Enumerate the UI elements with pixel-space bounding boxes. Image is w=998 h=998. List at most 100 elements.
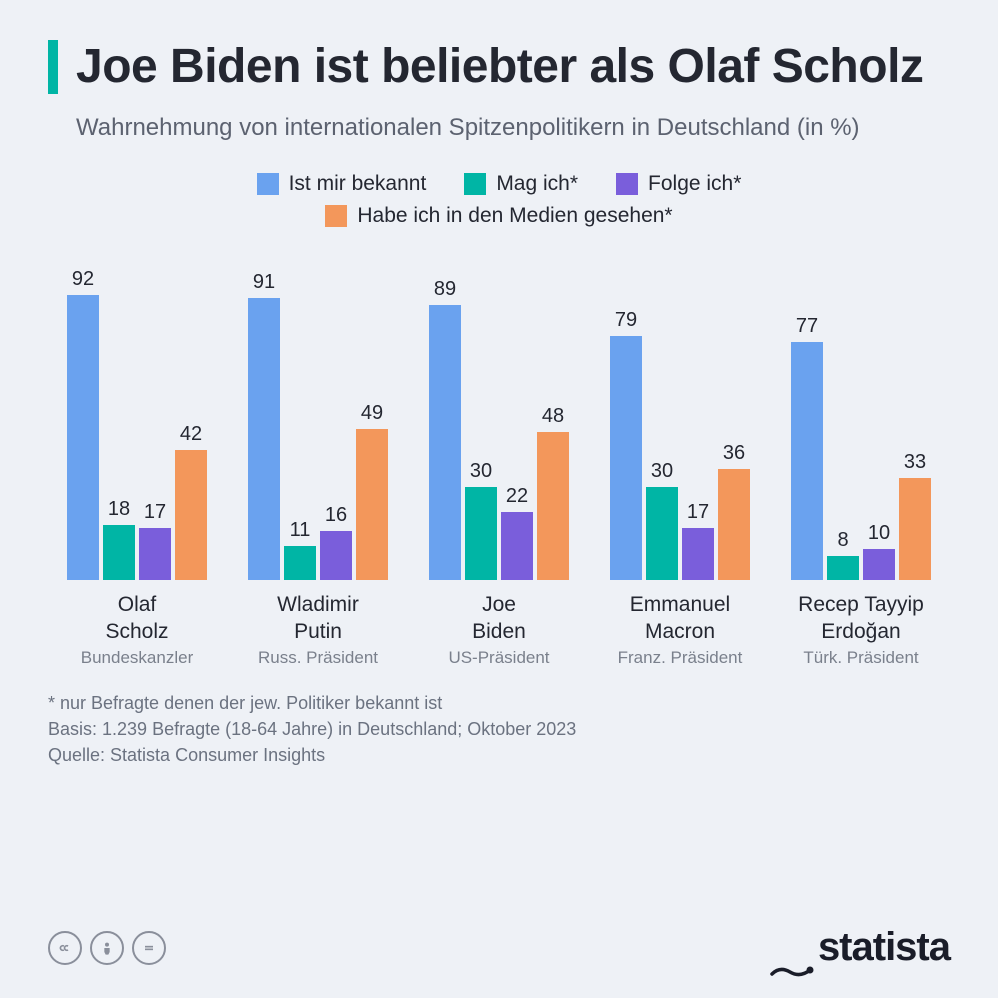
bar-rect: [67, 295, 99, 580]
bar-rect: [827, 556, 859, 581]
bar-rect: [356, 429, 388, 581]
category-role: Franz. Präsident: [618, 647, 743, 668]
category-name: EmmanuelMacron: [618, 592, 743, 645]
bar: 8: [827, 529, 859, 581]
bar-value-label: 48: [542, 405, 564, 428]
bar-rect: [248, 298, 280, 580]
footer: statista: [48, 925, 950, 970]
legend-label: Mag ich*: [496, 172, 578, 196]
bar-value-label: 89: [434, 278, 456, 301]
bar-value-label: 77: [796, 315, 818, 338]
category-label: OlafScholzBundeskanzler: [81, 592, 193, 668]
legend-label: Ist mir bekannt: [289, 172, 427, 196]
bar-rect: [320, 531, 352, 581]
bar-chart: 92 18 17 42 OlafScholzBundeskanzler 91111649 W…: [48, 248, 950, 668]
category-label: Recep TayyipErdoğanTürk. Präsident: [798, 592, 924, 668]
bar-rect: [863, 549, 895, 580]
bar: 30: [646, 460, 678, 580]
bar-value-label: 42: [180, 423, 202, 446]
category-name: WladimirPutin: [258, 592, 378, 645]
bar-group: 79 30 17 36: [595, 248, 765, 580]
bar-value-label: 22: [506, 485, 528, 508]
bar-rect: [899, 478, 931, 580]
bar: 79: [610, 309, 642, 581]
bar-value-label: 79: [615, 309, 637, 332]
bar: 10: [863, 522, 895, 580]
legend-swatch: [616, 173, 638, 195]
bar: 42: [175, 423, 207, 580]
category-label: WladimirPutinRuss. Präsident: [258, 592, 378, 668]
subtitle: Wahrnehmung von internationalen Spitzenp…: [76, 112, 950, 144]
legend-item: Folge ich*: [616, 172, 741, 196]
bar-value-label: 18: [108, 498, 130, 521]
page-title: Joe Biden ist beliebter als Olaf Scholz: [76, 40, 923, 94]
footnote-line: * nur Befragte denen der jew. Politiker …: [48, 690, 950, 716]
bar-rect: [465, 487, 497, 580]
legend-item: Habe ich in den Medien gesehen*: [325, 204, 672, 228]
bar-rect: [103, 525, 135, 581]
cc-icon: [48, 931, 82, 965]
bar-rect: [284, 546, 316, 580]
bar-value-label: 92: [72, 268, 94, 291]
infographic-container: Joe Biden ist beliebter als Olaf Scholz …: [0, 0, 998, 998]
bar: 33: [899, 451, 931, 580]
bar: 17: [682, 501, 714, 581]
bar: 22: [501, 485, 533, 580]
brand-wave-icon: [770, 943, 814, 953]
legend-item: Mag ich*: [464, 172, 578, 196]
bar-value-label: 36: [723, 442, 745, 465]
bar: 48: [537, 405, 569, 581]
bar-value-label: 17: [144, 501, 166, 524]
bar: 17: [139, 501, 171, 581]
bar-value-label: 10: [868, 522, 890, 545]
bar-rect: [429, 305, 461, 581]
bar-value-label: 30: [651, 460, 673, 483]
legend-swatch: [464, 173, 486, 195]
bar-value-label: 17: [687, 501, 709, 524]
category-name: OlafScholz: [81, 592, 193, 645]
bar: 30: [465, 460, 497, 580]
category-name: Recep TayyipErdoğan: [798, 592, 924, 645]
brand-text: statista: [818, 925, 950, 970]
bar: 18: [103, 498, 135, 581]
bar-group: 91111649: [233, 248, 403, 580]
nd-icon: [132, 931, 166, 965]
bar-rect: [175, 450, 207, 580]
category-role: Türk. Präsident: [798, 647, 924, 668]
bar-group: 89 30 22 48: [414, 248, 584, 580]
chart-group: 79 30 17 36 EmmanuelMacronFranz. Präsident: [595, 248, 765, 668]
bar: 11: [284, 519, 316, 580]
brand-logo: statista: [770, 925, 950, 970]
bar: 92: [67, 268, 99, 580]
footnote: * nur Befragte denen der jew. Politiker …: [48, 690, 950, 768]
bar: 77: [791, 315, 823, 581]
bar-value-label: 49: [361, 402, 383, 425]
legend-label: Habe ich in den Medien gesehen*: [357, 204, 672, 228]
chart-group: 89 30 22 48 JoeBidenUS-Präsident: [414, 248, 584, 668]
bar-rect: [791, 342, 823, 581]
bar: 91: [248, 271, 280, 580]
bar: 89: [429, 278, 461, 581]
category-role: Russ. Präsident: [258, 647, 378, 668]
category-label: EmmanuelMacronFranz. Präsident: [618, 592, 743, 668]
legend-swatch: [257, 173, 279, 195]
bar: 36: [718, 442, 750, 581]
chart-group: 91111649 WladimirPutinRuss. Präsident: [233, 248, 403, 668]
bar-group: 92 18 17 42: [52, 248, 222, 580]
category-label: JoeBidenUS-Präsident: [448, 592, 549, 668]
bar-rect: [501, 512, 533, 580]
bar-rect: [610, 336, 642, 581]
bar-value-label: 30: [470, 460, 492, 483]
accent-bar: [48, 40, 58, 94]
bar-rect: [682, 528, 714, 581]
legend-swatch: [325, 205, 347, 227]
chart-group: 92 18 17 42 OlafScholzBundeskanzler: [52, 248, 222, 668]
bar-rect: [139, 528, 171, 581]
bar-value-label: 8: [837, 529, 848, 552]
category-name: JoeBiden: [448, 592, 549, 645]
cc-license-icons: [48, 931, 166, 965]
bar-rect: [646, 487, 678, 580]
bar-group: 77 8 10 33: [776, 248, 946, 580]
chart-group: 77 8 10 33 Recep TayyipErdoğanTürk. Präsiden…: [776, 248, 946, 668]
bar: 49: [356, 402, 388, 581]
